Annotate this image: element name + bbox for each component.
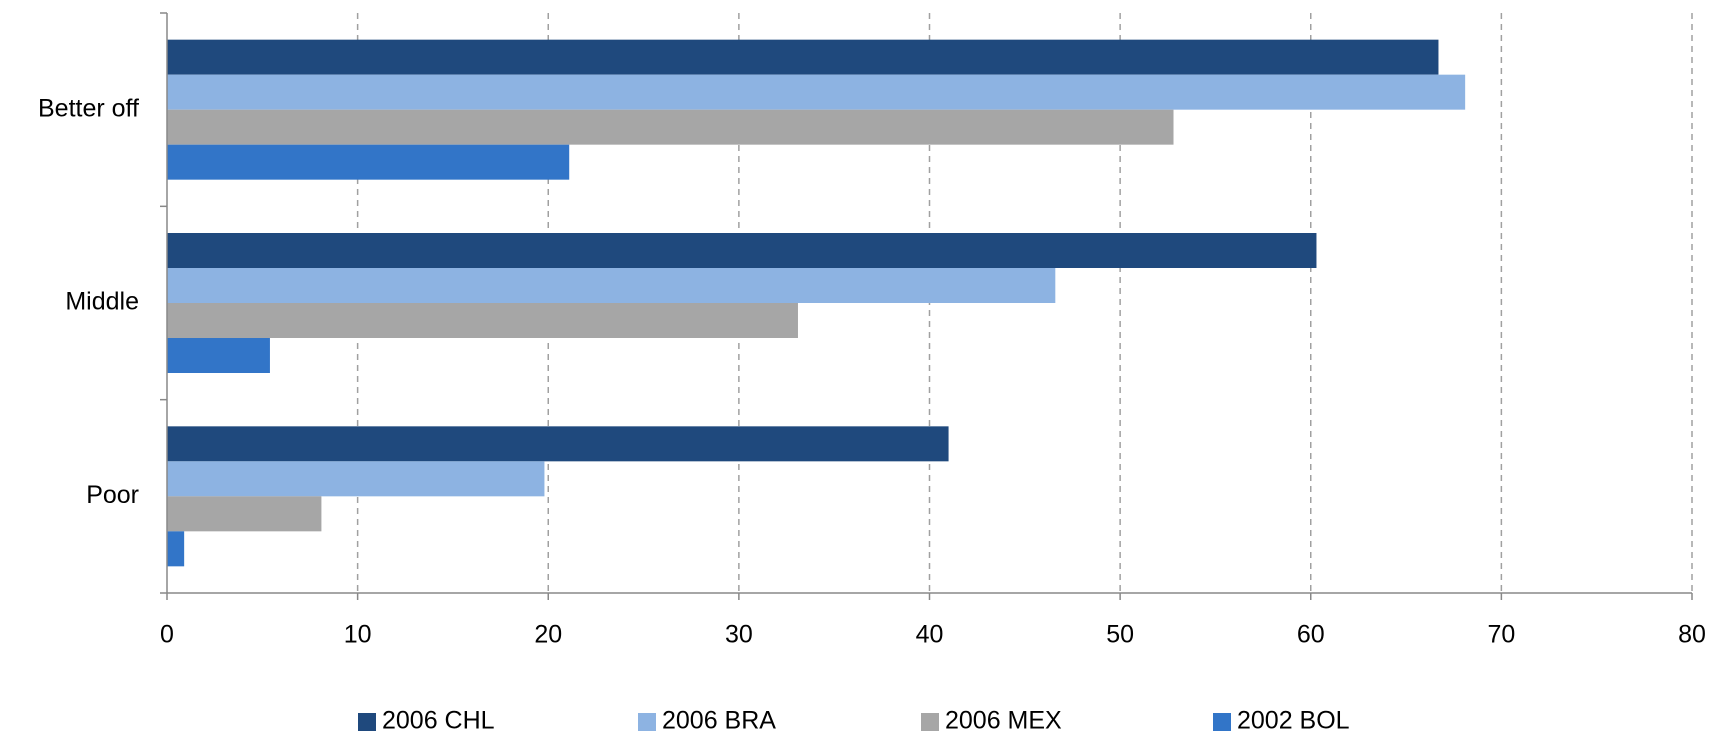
x-tick-label: 70 (1487, 621, 1515, 649)
legend-label: 2006 BRA (662, 707, 776, 735)
x-tick-label: 20 (534, 621, 562, 649)
legend-swatch (638, 713, 656, 731)
bar (167, 233, 1317, 268)
x-tick-label: 30 (725, 621, 753, 649)
legend-swatch (1213, 713, 1231, 731)
x-tick-label: 60 (1297, 621, 1325, 649)
bar (167, 74, 1466, 110)
y-tick-label: Middle (65, 288, 139, 316)
legend-label: 2002 BOL (1237, 707, 1350, 735)
bar (167, 461, 545, 497)
bar (167, 109, 1174, 145)
x-tick-label: 40 (916, 621, 944, 649)
y-tick-label: Better off (38, 94, 139, 122)
legend-swatch (358, 713, 376, 731)
bar (167, 144, 570, 180)
x-tick-label: 50 (1106, 621, 1134, 649)
bar (167, 531, 185, 567)
bar (167, 338, 270, 373)
x-tick-label: 80 (1678, 621, 1706, 649)
legend-swatch (921, 713, 939, 731)
bar (167, 426, 949, 462)
x-tick-label: 10 (344, 621, 372, 649)
y-tick-label: Poor (86, 481, 139, 509)
x-tick-label: 0 (160, 621, 174, 649)
legend-label: 2006 CHL (382, 707, 495, 735)
bar (167, 496, 322, 532)
legend-label: 2006 MEX (945, 707, 1062, 735)
bar (167, 268, 1056, 303)
bar (167, 303, 798, 338)
bar (167, 39, 1439, 75)
